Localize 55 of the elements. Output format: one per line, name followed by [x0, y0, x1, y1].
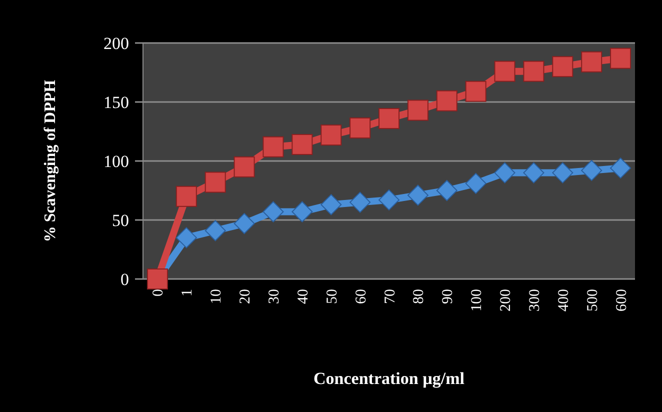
x-tick-label: 40 — [295, 289, 312, 304]
point — [407, 184, 428, 206]
point — [494, 60, 516, 82]
x-tick-label: 10 — [208, 289, 225, 304]
x-tick-label: 1 — [180, 289, 196, 296]
x-tick-label: 30 — [266, 289, 282, 304]
x-tick-label: 400 — [556, 289, 572, 312]
point — [407, 100, 428, 121]
point — [552, 162, 574, 184]
x-tick-label: 0 — [150, 289, 167, 296]
point — [176, 227, 197, 248]
point — [581, 51, 602, 72]
x-tick-label: 200 — [498, 289, 514, 312]
point — [552, 56, 574, 78]
point — [465, 172, 486, 194]
point — [523, 162, 544, 184]
x-tick-label: 600 — [614, 289, 630, 312]
point — [234, 213, 255, 234]
x-tick-label: 70 — [382, 289, 398, 304]
y-tick-label: 200 — [104, 34, 129, 53]
x-tick-label: 20 — [238, 289, 254, 304]
point — [262, 136, 284, 158]
x-tick-label: 80 — [411, 289, 428, 304]
x-tick-label: 90 — [440, 289, 456, 304]
point — [436, 90, 458, 112]
y-tick-label: 50 — [112, 210, 129, 230]
point — [204, 220, 226, 242]
point — [320, 124, 342, 146]
point — [581, 160, 602, 181]
x-tick-label: 60 — [353, 289, 370, 304]
point — [610, 48, 632, 69]
point — [320, 194, 342, 216]
point — [234, 156, 255, 178]
y-axis-title: % Scavenging of DPPH — [42, 79, 59, 242]
point — [465, 80, 486, 102]
point — [494, 162, 516, 184]
point — [523, 60, 544, 82]
point — [262, 201, 284, 222]
point — [204, 172, 226, 193]
point — [292, 134, 313, 155]
point — [610, 158, 632, 179]
x-tick-label: 50 — [324, 289, 340, 304]
x-tick-label: 500 — [584, 289, 601, 312]
point — [350, 192, 371, 213]
x-tick-label: 300 — [526, 289, 543, 312]
point — [350, 117, 371, 138]
point — [378, 108, 400, 130]
x-tick-label: 100 — [469, 289, 486, 312]
point — [378, 189, 400, 210]
y-tick-label: 100 — [104, 152, 129, 171]
y-tick-label: 150 — [104, 92, 129, 112]
point — [436, 180, 458, 201]
x-axis-title: Concentration µg/ml — [314, 369, 465, 388]
point — [292, 201, 313, 222]
point — [176, 186, 197, 207]
